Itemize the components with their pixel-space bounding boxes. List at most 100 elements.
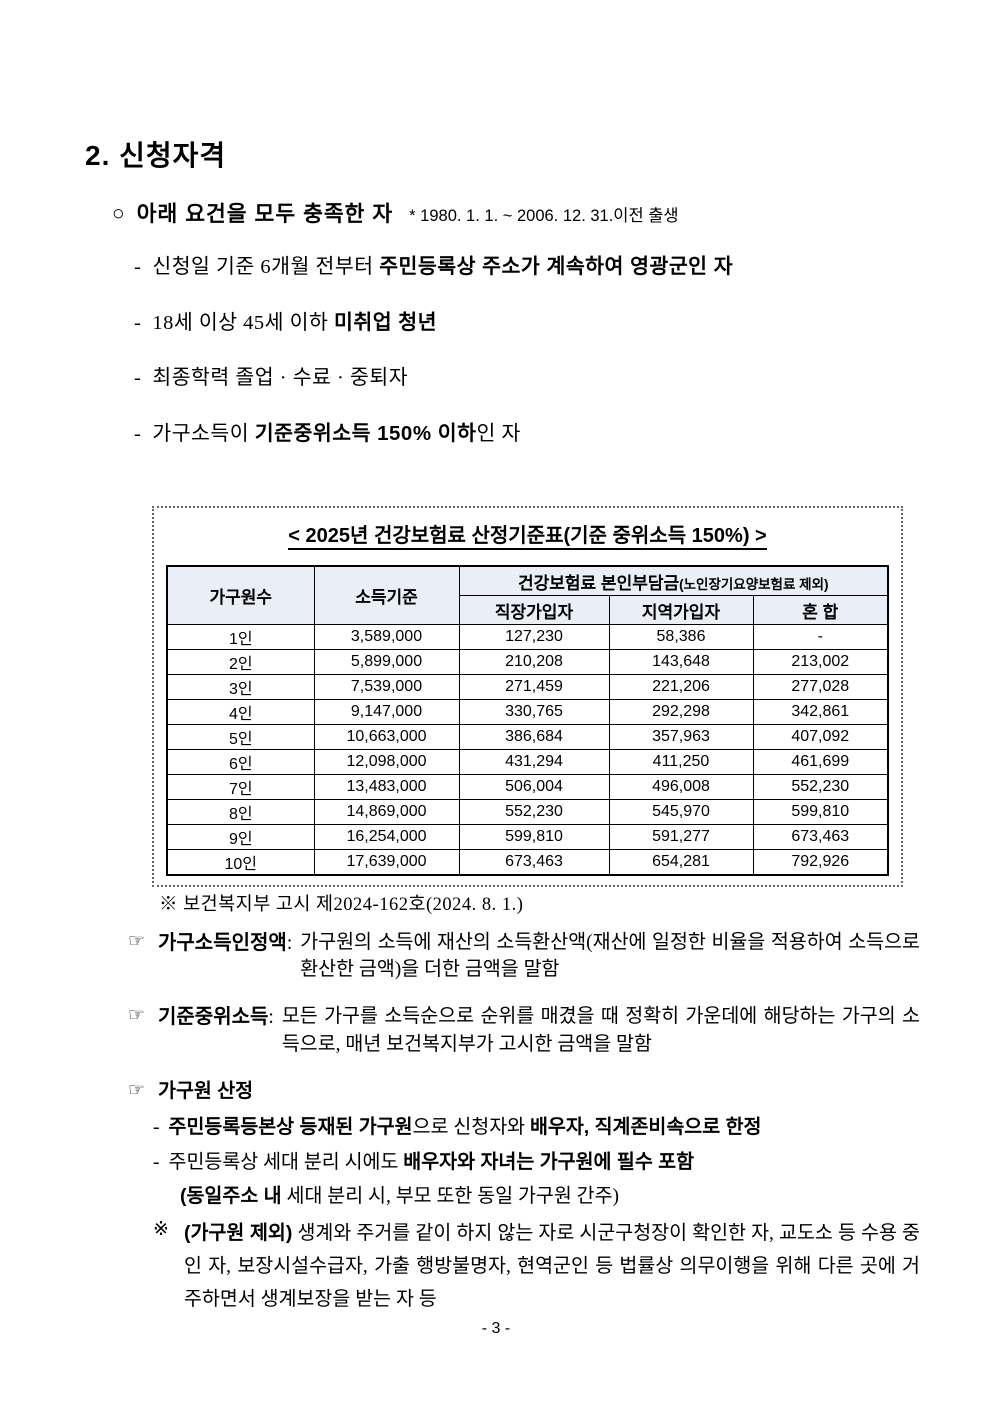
intro-line: ○ 아래 요건을 모두 충족한 자 * 1980. 1. 1. ~ 2006. 12… bbox=[112, 197, 679, 228]
table-cell: 277,028 bbox=[752, 674, 889, 700]
table-row: 5인 10,663,000 386,684 357,963 407,092 bbox=[166, 724, 889, 750]
notes-section: ※ 보건복지부 고시 제2024-162호(2024. 8. 1.) ☞ 가구소… bbox=[128, 893, 920, 1316]
text-segment: 생계와 주거를 같이 하지 않는 자로 시군구청장이 확인한 자, 교도소 등 … bbox=[184, 1223, 920, 1310]
table-cell: 1인 bbox=[166, 624, 315, 650]
rule-separated-household: - 주민등록상 세대 분리 시에도 배우자와 자녀는 가구원에 필수 포함 bbox=[153, 1148, 920, 1177]
table-header: 가구원수 소득기준 건강보험료 본인부담금(노인장기요양보험료 제외) 직장가입… bbox=[166, 565, 889, 625]
table-cell: 357,963 bbox=[608, 724, 754, 750]
table-cell: 7인 bbox=[166, 774, 315, 800]
table-cell: 143,648 bbox=[608, 649, 754, 675]
pointing-hand-icon: ☞ bbox=[128, 1005, 146, 1027]
col-header-premium-group: 건강보험료 본인부담금(노인장기요양보험료 제외) bbox=[458, 565, 889, 596]
table-cell: 792,926 bbox=[752, 849, 889, 876]
dash-bullet: - bbox=[153, 1117, 160, 1139]
table-cell: 330,765 bbox=[458, 699, 610, 725]
text-segment: 주민등록등본상 등재된 가구원 bbox=[168, 1116, 413, 1139]
table-cell: 3,589,000 bbox=[313, 624, 460, 650]
requirement-text: 18세 이상 45세 이하 미취업 청년 bbox=[152, 311, 437, 334]
table-cell: 506,004 bbox=[458, 774, 610, 800]
rule-text: 주민등록상 세대 분리 시에도 배우자와 자녀는 가구원에 필수 포함 bbox=[169, 1148, 695, 1177]
requirement-text: 신청일 기준 6개월 전부터 주민등록상 주소가 계속하여 영광군인 자 bbox=[152, 255, 734, 278]
birthdate-note: * 1980. 1. 1. ~ 2006. 12. 31.이전 출생 bbox=[409, 207, 679, 225]
text-segment: 신청일 기준 6개월 전부터 bbox=[152, 256, 380, 278]
table-cell: 407,092 bbox=[752, 724, 889, 750]
table-cell: 127,230 bbox=[458, 624, 610, 650]
table-cell: 461,699 bbox=[752, 749, 889, 775]
table-row: 8인 14,869,000 552,230 545,970 599,810 bbox=[166, 799, 889, 825]
col-header-regional: 지역가입자 bbox=[608, 595, 754, 625]
table-cell: 4인 bbox=[166, 699, 315, 725]
table-body: 1인 3,589,000 127,230 58,386-2인 5,899,000 210,… bbox=[166, 624, 889, 876]
ministry-notice-note: ※ 보건복지부 고시 제2024-162호(2024. 8. 1.) bbox=[159, 895, 524, 915]
table-cell: 5,899,000 bbox=[313, 649, 460, 675]
table-cell: 342,861 bbox=[752, 699, 889, 725]
text-segment: 18세 이상 45세 이하 bbox=[152, 312, 334, 334]
group-header-sub: (노인장기요양보험료 제외) bbox=[679, 576, 829, 592]
requirement-education: - 최종학력 졸업 · 수료 · 중퇴자 bbox=[134, 360, 408, 390]
rule-registered-members: - 주민등록등본상 등재된 가구원으로 신청자와 배우자, 직계존비속으로 한정 bbox=[153, 1113, 920, 1142]
intro-text: 아래 요건을 모두 충족한 자 bbox=[136, 202, 394, 226]
table-cell: 9,147,000 bbox=[313, 699, 460, 725]
table-cell: 271,459 bbox=[458, 674, 610, 700]
dash-bullet: - bbox=[134, 423, 142, 445]
table-cell: 10인 bbox=[166, 849, 315, 876]
exclusion-text: (가구원 제외) 생계와 주거를 같이 하지 않는 자로 시군구청장이 확인한 … bbox=[184, 1217, 920, 1316]
note-household-members: ☞ 가구원 산정 bbox=[128, 1078, 920, 1105]
household-member-rules: - 주민등록등본상 등재된 가구원으로 신청자와 배우자, 직계존비속으로 한정… bbox=[153, 1113, 920, 1316]
table-cell: 552,230 bbox=[458, 799, 610, 825]
rule-same-address: (동일주소 내 세대 분리 시, 부모 또한 동일 가구원 간주) bbox=[180, 1182, 920, 1211]
table-title: < 2025년 건강보험료 산정기준표(기준 중위소득 150%) > bbox=[154, 519, 901, 550]
group-header-main: 건강보험료 본인부담금 bbox=[518, 573, 680, 593]
table-row: 1인 3,589,000 127,230 58,386- bbox=[166, 624, 889, 650]
table-cell: - bbox=[752, 624, 889, 650]
note-median-income: ☞ 기준중위소득: 모든 가구를 소득순으로 순위를 매겼을 때 정확히 가운데… bbox=[128, 1003, 920, 1058]
premium-table-box: < 2025년 건강보험료 산정기준표(기준 중위소득 150%) > 가구원수… bbox=[152, 506, 903, 887]
table-cell: 673,463 bbox=[458, 849, 610, 876]
note-term: 가구소득인정액 bbox=[158, 931, 287, 954]
text-segment: 주민등록상 세대 분리 시에도 bbox=[168, 1151, 404, 1173]
text-segment: 미취업 청년 bbox=[334, 311, 437, 334]
table-row: 7인 13,483,000 506,004 496,008 552,230 bbox=[166, 774, 889, 800]
table-cell: 221,206 bbox=[608, 674, 754, 700]
table-cell: 213,002 bbox=[752, 649, 889, 675]
requirement-age: -18세 이상 45세 이하 미취업 청년 bbox=[134, 305, 437, 335]
table-cell: 17,639,000 bbox=[313, 849, 460, 876]
member-exclusion-note: ※ (가구원 제외) 생계와 주거를 같이 하지 않는 자로 시군구청장이 확인… bbox=[153, 1217, 920, 1316]
dash-bullet: - bbox=[134, 312, 142, 334]
table-cell: 14,869,000 bbox=[313, 799, 460, 825]
table-cell: 13,483,000 bbox=[313, 774, 460, 800]
table-cell: 6인 bbox=[166, 749, 315, 775]
table-cell: 591,277 bbox=[608, 824, 754, 850]
reference-mark-icon: ※ bbox=[153, 1219, 169, 1241]
text-segment: 주민등록상 주소가 계속하여 영광군인 자 bbox=[379, 255, 734, 278]
table-cell: 599,810 bbox=[752, 799, 889, 825]
table-cell: 12,098,000 bbox=[313, 749, 460, 775]
note-term: 가구원 산정 bbox=[158, 1080, 254, 1103]
table-cell: 10,663,000 bbox=[313, 724, 460, 750]
col-header-mixed: 혼 합 bbox=[752, 595, 889, 625]
table-cell: 3인 bbox=[166, 674, 315, 700]
rule-text: 주민등록등본상 등재된 가구원으로 신청자와 배우자, 직계존비속으로 한정 bbox=[169, 1113, 762, 1142]
dash-bullet: - bbox=[134, 367, 142, 389]
col-header-employee: 직장가입자 bbox=[458, 595, 610, 625]
table-row: 9인 16,254,000 599,810 591,277 673,463 bbox=[166, 824, 889, 850]
col-header-income: 소득기준 bbox=[313, 565, 460, 625]
table-cell: 654,281 bbox=[608, 849, 754, 876]
text-segment: 최종학력 졸업 · 수료 · 중퇴자 bbox=[152, 367, 409, 389]
col-header-household: 가구원수 bbox=[166, 565, 315, 625]
table-cell: 545,970 bbox=[608, 799, 754, 825]
text-segment: 인 자 bbox=[476, 423, 521, 445]
pointing-hand-icon: ☞ bbox=[128, 1080, 146, 1102]
table-cell: 386,684 bbox=[458, 724, 610, 750]
note-definition: 가구원의 소득에 재산의 소득환산액(재산에 일정한 비율을 적용하여 소득으로… bbox=[300, 931, 920, 981]
table-cell: 552,230 bbox=[752, 774, 889, 800]
requirement-residence: - 신청일 기준 6개월 전부터 주민등록상 주소가 계속하여 영광군인 자 bbox=[134, 249, 733, 279]
dash-bullet: - bbox=[134, 256, 142, 278]
section-heading: 2. 신청자격 bbox=[85, 140, 227, 171]
table-cell: 5인 bbox=[166, 724, 315, 750]
table-cell: 7,539,000 bbox=[313, 674, 460, 700]
page-number: - 3 - bbox=[481, 1320, 511, 1337]
note-household-income: ☞ 가구소득인정액: 가구원의 소득에 재산의 소득환산액(재산에 일정한 비율… bbox=[128, 929, 920, 984]
table-cell: 496,008 bbox=[608, 774, 754, 800]
table-cell: 599,810 bbox=[458, 824, 610, 850]
